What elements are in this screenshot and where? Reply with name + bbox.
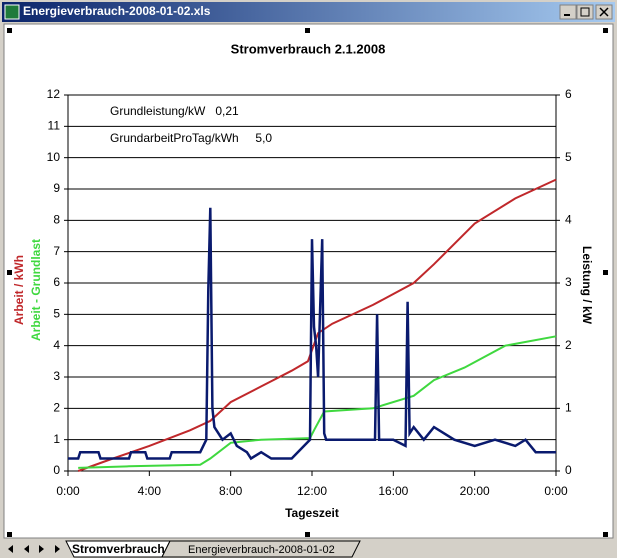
nav-next[interactable] bbox=[39, 545, 44, 553]
tab[interactable] bbox=[161, 540, 361, 558]
y-tick-label: 10 bbox=[47, 150, 61, 164]
handle bbox=[603, 270, 608, 275]
y-tick-label: 11 bbox=[48, 119, 61, 133]
y-tick-label: 1 bbox=[53, 432, 60, 446]
tab-label: Stromverbrauch bbox=[72, 542, 165, 556]
chart-sheet bbox=[3, 23, 614, 539]
y-tick-label: 0 bbox=[53, 463, 60, 477]
tab-nav bbox=[8, 545, 60, 553]
handle bbox=[305, 532, 310, 537]
x-axis-label: Tageszeit bbox=[285, 506, 339, 520]
x-tick-label: 0:00 bbox=[544, 484, 568, 498]
x-tick-label: 0:00 bbox=[56, 484, 80, 498]
y-tick-label: 9 bbox=[53, 181, 60, 195]
y2-tick-label: 3 bbox=[565, 275, 572, 289]
handle bbox=[7, 532, 12, 537]
nav-prev[interactable] bbox=[24, 545, 29, 553]
y-tick-label: 5 bbox=[53, 307, 60, 321]
x-tick-label: 8:00 bbox=[219, 484, 243, 498]
y-tick-label: 2 bbox=[53, 401, 60, 415]
title-bar bbox=[2, 2, 615, 22]
y2-tick-label: 4 bbox=[565, 213, 572, 227]
y-tick-label: 12 bbox=[47, 87, 61, 101]
series-line bbox=[78, 335, 557, 469]
chart: Stromverbrauch 2.1.200801234567891011120… bbox=[12, 41, 594, 520]
x-tick-label: 4:00 bbox=[138, 484, 162, 498]
y2-tick-label: 0 bbox=[565, 463, 572, 477]
handle bbox=[305, 28, 310, 33]
maximize-icon bbox=[580, 7, 590, 17]
annotation: Grundleistung/kW 0,21 bbox=[110, 104, 239, 118]
y-tick-label: 4 bbox=[53, 338, 60, 352]
series-line bbox=[77, 178, 557, 472]
y-tick-label: 8 bbox=[53, 213, 60, 227]
minimize-button[interactable] bbox=[559, 4, 577, 20]
y2-tick-label: 2 bbox=[565, 338, 572, 352]
nav-first[interactable] bbox=[8, 545, 13, 553]
handle bbox=[603, 28, 608, 33]
y2-tick-label: 6 bbox=[565, 87, 572, 101]
y-tick-label: 7 bbox=[53, 244, 60, 258]
x-tick-label: 20:00 bbox=[460, 484, 490, 498]
handle bbox=[7, 270, 12, 275]
y-tick-label: 3 bbox=[53, 369, 60, 383]
series-line bbox=[68, 207, 556, 461]
handle bbox=[7, 28, 12, 33]
x-tick-label: 12:00 bbox=[297, 484, 327, 498]
y2-tick-label: 1 bbox=[565, 401, 572, 415]
selection-handles bbox=[7, 28, 608, 537]
chart-title: Stromverbrauch 2.1.2008 bbox=[231, 41, 386, 56]
maximize-button[interactable] bbox=[576, 4, 594, 20]
app-icon bbox=[4, 4, 20, 20]
window-title: Energieverbrauch-2008-01-02.xls bbox=[23, 4, 211, 18]
y2-tick-label: 5 bbox=[565, 150, 572, 164]
close-icon bbox=[599, 7, 609, 17]
window-buttons bbox=[559, 4, 613, 20]
handle bbox=[603, 532, 608, 537]
nav-last[interactable] bbox=[55, 545, 60, 553]
y2-axis-label: Leistung / kW bbox=[580, 246, 594, 325]
y-tick-label: 6 bbox=[53, 275, 60, 289]
annotation: GrundarbeitProTag/kWh 5,0 bbox=[110, 131, 272, 145]
y-axis-label: Arbeit / kWh bbox=[12, 255, 26, 325]
x-tick-label: 16:00 bbox=[378, 484, 408, 498]
y-axis-label: Arbeit - Grundlast bbox=[29, 239, 43, 341]
tab-label: Energieverbrauch-2008-01-02 bbox=[188, 544, 335, 556]
